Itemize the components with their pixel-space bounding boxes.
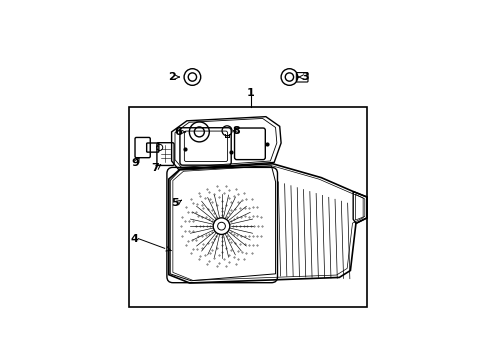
Text: 4: 4 bbox=[130, 234, 139, 244]
Text: 6: 6 bbox=[174, 127, 182, 137]
Bar bbox=[128, 107, 366, 307]
Text: 7: 7 bbox=[151, 163, 159, 174]
Text: 5: 5 bbox=[171, 198, 179, 208]
Text: 1: 1 bbox=[246, 87, 254, 98]
Text: 2: 2 bbox=[168, 72, 176, 82]
Text: 8: 8 bbox=[232, 126, 240, 135]
Text: 3: 3 bbox=[301, 72, 309, 82]
Text: 9: 9 bbox=[131, 158, 139, 168]
